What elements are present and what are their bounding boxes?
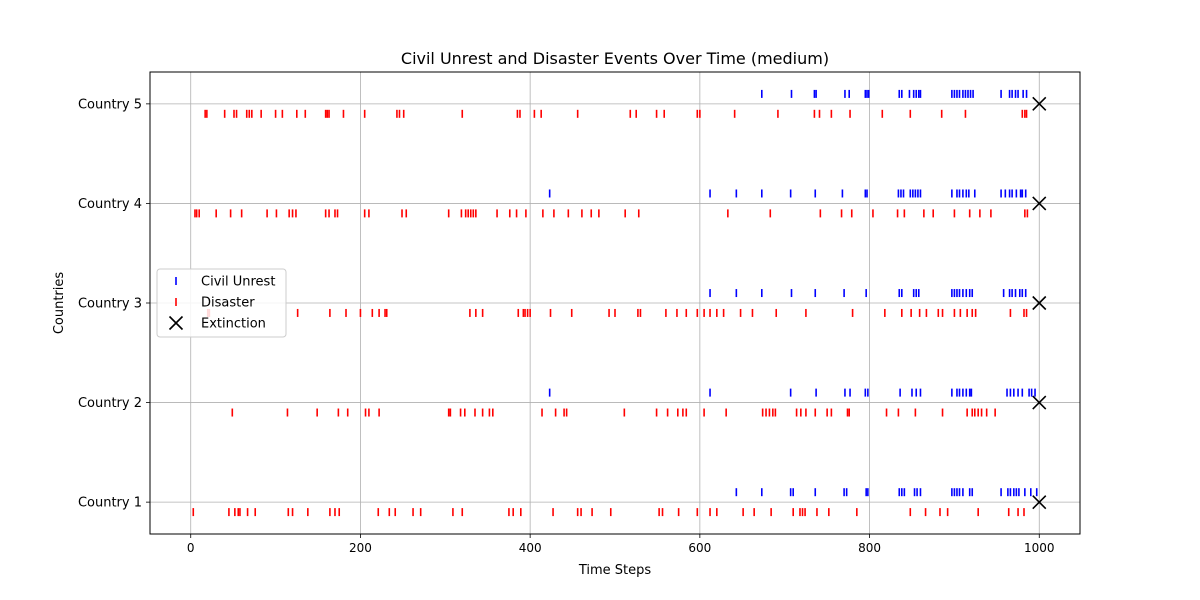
y-axis-label: Countries	[52, 272, 67, 335]
legend-label: Disaster	[201, 296, 255, 311]
extinction-mark	[1032, 96, 1047, 111]
x-tick-label: 400	[519, 541, 542, 555]
legend-extinction-symbol	[168, 315, 184, 331]
y-tick-label: Country 3	[78, 297, 142, 312]
extinction-mark	[1032, 295, 1047, 311]
extinction-mark	[1032, 395, 1047, 410]
x-tick-label: 800	[858, 541, 881, 555]
extinction-mark	[1032, 196, 1047, 211]
x-tick-label: 600	[688, 541, 711, 555]
y-tick-label: Country 5	[78, 97, 142, 112]
x-tick-label: 0	[187, 541, 195, 555]
y-tick-label: Country 2	[78, 396, 142, 411]
axes: 0 200 400 600 800 1000 Country 1 Country 2 Count…	[78, 97, 1055, 555]
data-marks	[192, 89, 1047, 517]
legend-label: Extinction	[201, 317, 266, 332]
legend-label: Civil Unrest	[201, 275, 275, 290]
y-tick-label: Country 1	[78, 496, 142, 511]
grid	[150, 72, 1080, 534]
x-axis-label: Time Steps	[578, 563, 652, 578]
extinction-mark	[1032, 495, 1047, 510]
chart-title: Civil Unrest and Disaster Events Over Ti…	[401, 49, 829, 68]
legend-box	[156, 268, 287, 338]
x-tick-label: 1000	[1024, 541, 1055, 555]
y-tick-label: Country 4	[78, 197, 142, 212]
x-tick-label: 200	[349, 541, 372, 555]
legend: Civil Unrest Disaster Extinction	[156, 268, 287, 338]
